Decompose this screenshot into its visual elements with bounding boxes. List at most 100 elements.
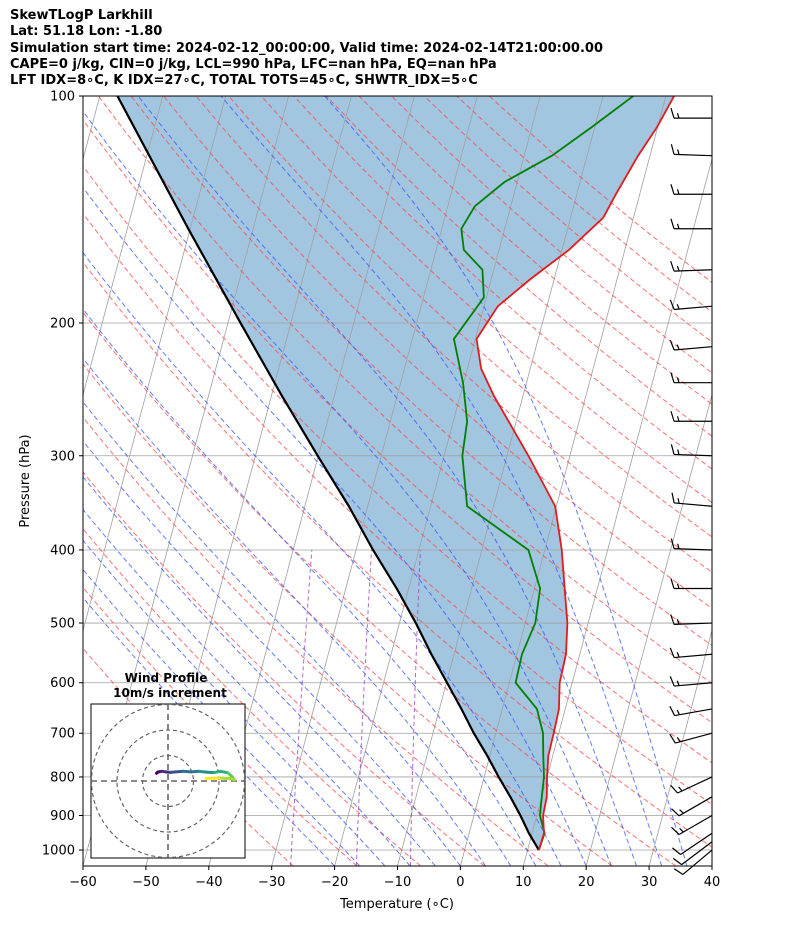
x-tick-label: 0 bbox=[456, 875, 464, 890]
isotherm bbox=[83, 96, 164, 397]
wind-barb-shaft bbox=[674, 502, 713, 507]
wind-barb-half-flag bbox=[679, 809, 684, 814]
wind-barb bbox=[671, 815, 713, 836]
wind-barb-flag bbox=[670, 784, 679, 794]
moist-adiabat bbox=[137, 96, 637, 866]
wind-barb-half-flag bbox=[677, 149, 680, 155]
wind-barb-flag bbox=[669, 340, 675, 351]
wind-barb-flag bbox=[669, 676, 675, 687]
wind-barb bbox=[671, 796, 713, 817]
sounding-profiles bbox=[116, 96, 675, 851]
wind-barb-shaft bbox=[674, 708, 713, 717]
wind-barb-flag bbox=[670, 411, 675, 422]
wind-barb bbox=[670, 578, 712, 590]
cape-line: CAPE=0 j/kg, CIN=0 j/kg, LCL=990 hPa, LF… bbox=[10, 56, 497, 72]
dry-adiabat bbox=[163, 96, 712, 609]
wind-barb-shaft bbox=[678, 796, 713, 817]
wind-barb-shaft bbox=[674, 453, 713, 457]
wind-barb bbox=[671, 492, 713, 507]
simulation-time-line: Simulation start time: 2024-02-12_00:00:… bbox=[10, 40, 603, 56]
dry-adiabat-lines bbox=[83, 96, 712, 866]
wind-barb-half-flag bbox=[676, 377, 680, 383]
wind-barbs bbox=[669, 107, 713, 875]
wind-barb-flag bbox=[671, 826, 680, 835]
x-tick-label: −60 bbox=[69, 875, 96, 890]
moist-adiabat bbox=[83, 186, 587, 866]
wind-barb bbox=[669, 340, 713, 351]
wind-barb-half-flag bbox=[676, 709, 681, 715]
wind-barb bbox=[669, 732, 713, 744]
wind-barb-flag bbox=[669, 299, 675, 310]
mixing-ratio-line bbox=[409, 549, 421, 866]
wind-barb-flag bbox=[670, 578, 675, 589]
isotherm bbox=[460, 96, 667, 866]
wind-barb bbox=[670, 184, 712, 195]
dry-adiabat bbox=[260, 96, 712, 504]
moist-adiabat bbox=[324, 96, 688, 866]
isotherm bbox=[83, 96, 101, 161]
wind-barb-flag bbox=[670, 444, 675, 455]
wind-barb bbox=[670, 538, 713, 551]
wind-barb-half-flag bbox=[676, 583, 680, 589]
x-tick-label: 30 bbox=[641, 875, 658, 890]
wind-barb-half-flag bbox=[676, 303, 680, 310]
wind-barb-flag bbox=[670, 614, 675, 625]
wind-barb-shaft bbox=[675, 732, 713, 744]
parcel-shading bbox=[117, 96, 675, 851]
wind-barb-flag bbox=[670, 218, 675, 229]
dry-adiabat bbox=[83, 528, 422, 866]
dry-adiabat bbox=[326, 96, 712, 437]
index-line: LFT IDX=8∘C, K IDX=27∘C, TOTAL TOTS=45∘C… bbox=[10, 73, 478, 89]
wind-barb-shaft bbox=[674, 346, 713, 351]
wind-barb-shaft bbox=[674, 305, 713, 311]
moist-adiabat bbox=[220, 96, 663, 866]
wind-barb bbox=[669, 705, 713, 717]
wind-barb-flag bbox=[670, 538, 675, 549]
wind-barb-flag bbox=[671, 808, 680, 817]
y-tick-label: 100 bbox=[50, 90, 75, 105]
isotherm bbox=[522, 157, 712, 866]
hodograph-trace bbox=[217, 776, 231, 780]
hodograph-inset: Wind Profile 10m/s increment bbox=[90, 671, 246, 859]
dry-adiabat bbox=[83, 416, 549, 866]
wind-barb-half-flag bbox=[677, 449, 680, 455]
wind-barb-shaft bbox=[674, 269, 713, 272]
wind-barb-shaft bbox=[674, 653, 713, 659]
wind-barb-flag bbox=[670, 372, 675, 383]
wind-barb-shaft bbox=[677, 776, 713, 794]
dewpoint-profile-line bbox=[452, 96, 634, 851]
x-tick-label: 40 bbox=[704, 875, 721, 890]
wind-barb bbox=[670, 261, 713, 272]
chart-title: SkewTLogP Larkhill bbox=[10, 8, 153, 23]
moist-adiabat bbox=[83, 401, 486, 866]
x-tick-label: −10 bbox=[384, 875, 411, 890]
wind-barb-flag bbox=[669, 733, 676, 744]
isotherm bbox=[83, 96, 227, 632]
wind-barb-flag bbox=[672, 857, 683, 866]
wind-barb bbox=[670, 372, 712, 384]
isotherm bbox=[397, 96, 604, 866]
mixing-ratio-line bbox=[355, 549, 373, 866]
wind-barb-shaft bbox=[674, 153, 713, 157]
moist-adiabat-lines bbox=[83, 96, 688, 866]
wind-barb-flag bbox=[669, 647, 675, 658]
wind-barb bbox=[670, 614, 713, 625]
wind-barb-half-flag bbox=[676, 189, 680, 195]
wind-barb bbox=[669, 676, 713, 687]
hodograph-plot bbox=[91, 704, 245, 858]
wind-barb bbox=[670, 444, 713, 457]
wind-barb bbox=[672, 832, 713, 855]
wind-barb bbox=[670, 411, 712, 422]
wind-barb-half-flag bbox=[678, 786, 683, 792]
wind-barb-half-flag bbox=[676, 112, 680, 119]
dry-adiabat bbox=[83, 261, 712, 848]
wind-barb-flag bbox=[672, 847, 681, 855]
x-tick-label: −40 bbox=[195, 875, 222, 890]
isotherm bbox=[648, 628, 712, 866]
wind-barb-half-flag bbox=[676, 737, 681, 743]
hodograph-trace bbox=[204, 776, 221, 780]
y-tick-label: 600 bbox=[50, 676, 75, 691]
hodograph-title: Wind Profile bbox=[125, 671, 208, 685]
wind-barb-flag bbox=[670, 144, 675, 155]
